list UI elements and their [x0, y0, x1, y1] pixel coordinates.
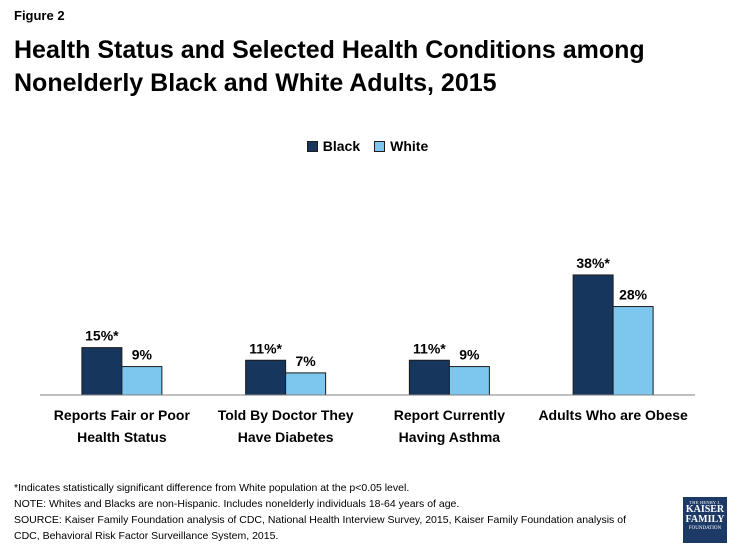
data-label-black-2: 11%* — [413, 340, 446, 356]
data-label-black-0: 15%* — [85, 328, 119, 344]
bar-white-1 — [285, 372, 327, 396]
footnotes: *Indicates statistically significant dif… — [14, 480, 654, 544]
legend-item-white: White — [374, 138, 428, 154]
data-label-black-1: 11%* — [249, 340, 282, 356]
legend-swatch-white — [374, 140, 386, 152]
figure-label: Figure 2 — [14, 8, 65, 23]
chart-title: Health Status and Selected Health Condit… — [14, 36, 645, 97]
category-label-0-0: Reports Fair or Poor — [54, 407, 191, 423]
legend: Black White — [0, 138, 735, 154]
data-label-white-2: 9% — [459, 347, 480, 363]
footnote-significance: *Indicates statistically significant dif… — [14, 482, 410, 494]
bar-chart: 15%* 9% Reports Fair or Poor Health Status 1… — [40, 255, 695, 445]
legend-label-white: White — [390, 138, 429, 154]
category-label-1-0: Told By Doctor They — [218, 407, 354, 423]
footnote-note: NOTE: Whites and Blacks are non-Hispanic… — [14, 498, 460, 510]
kff-logo: THE HENRY J. KAISER FAMILY FOUNDATION — [683, 497, 727, 543]
footnote-source-cont: CDC, Behavioral Risk Factor Surveillance… — [14, 530, 279, 542]
bar-white-2 — [448, 366, 490, 396]
data-label-black-3: 38%* — [576, 255, 610, 271]
legend-label-black: Black — [322, 138, 361, 154]
bar-black-2 — [408, 359, 450, 396]
bar-white-3 — [612, 306, 654, 396]
category-label-0-1: Health Status — [77, 429, 167, 445]
bar-black-1 — [245, 359, 287, 396]
category-label-3-0: Adults Who are Obese — [538, 407, 688, 423]
footnote-source: SOURCE: Kaiser Family Foundation analysi… — [14, 514, 626, 526]
category-label-1-1: Have Diabetes — [238, 429, 334, 445]
data-label-white-1: 7% — [296, 353, 317, 369]
bar-black-3 — [572, 274, 614, 396]
bar-white-0 — [121, 366, 163, 396]
category-label-2-0: Report Currently — [394, 407, 505, 423]
legend-swatch-black — [306, 140, 318, 152]
category-label-2-1: Having Asthma — [399, 429, 501, 445]
legend-item-black: Black — [306, 138, 361, 154]
bar-black-0 — [81, 347, 123, 396]
data-label-white-3: 28% — [619, 287, 648, 303]
data-label-white-0: 9% — [132, 347, 153, 363]
